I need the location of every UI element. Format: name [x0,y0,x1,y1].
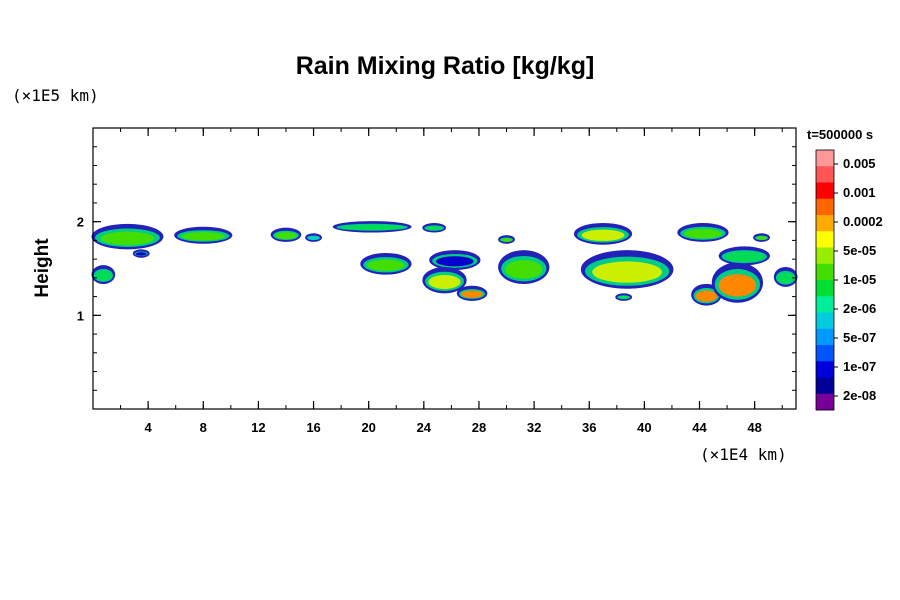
rain-region [677,222,729,242]
colorbar-swatch [816,296,834,313]
chart-title: Rain Mixing Ratio [kg/kg] [296,52,595,80]
colorbar-labels: 0.005 0.001 0.0002 5e-05 1e-05 2e-06 5e-07 1e-0… [834,156,883,403]
rain-region-core [504,260,543,279]
rain-region-core [308,236,319,240]
colorbar-label: 2e-06 [843,301,876,316]
colorbar-label: 0.001 [843,185,876,200]
rain-region-core [426,226,443,231]
rain-region [580,250,674,289]
colorbar-swatch [816,312,834,330]
rain-region [456,285,488,301]
rain-region [753,233,770,242]
rain-region [305,233,322,242]
rain-region-core [428,274,461,289]
rain-region [711,262,764,303]
colorbar-label: 5e-07 [843,330,876,345]
rain-region-core [777,273,794,284]
rain-region-core [461,290,483,298]
x-tick-label: 12 [251,420,265,435]
x-tick-label: 36 [582,420,596,435]
x-tick-label: 24 [417,420,432,435]
rain-region [422,222,447,233]
rain-region [573,222,633,245]
rain-region-core [718,274,757,297]
rain-region [174,226,233,244]
colorbar-swatch [816,345,834,362]
colorbar-swatch [816,328,834,346]
rain-region-core [581,229,625,241]
colorbar-swatch [816,166,834,183]
colorbar-label: 0.0002 [843,214,883,229]
rain-region-core [684,228,722,239]
colorbar-swatch [816,280,834,297]
rain-region-core [618,296,630,299]
colorbar-label: 1e-07 [843,359,876,374]
rain-region-core [436,256,474,267]
rain-region-core [275,232,297,239]
x-unit-label: (×1E4 km) [700,445,787,464]
rain-region [270,227,302,242]
rain-region [773,267,798,287]
y-unit-label: (×1E5 km) [12,86,99,105]
x-tick-label: 16 [306,420,320,435]
x-tick-label: 40 [637,420,651,435]
rain-region [615,293,633,301]
colorbar-label: 5e-05 [843,243,876,258]
rain-region [422,267,467,294]
colorbar-swatch [816,231,834,248]
rain-fields [91,221,798,306]
colorbar: t=500000 s 0.005 0.001 0.0002 5e-05 1e-05 2e-… [807,127,883,411]
rain-region-core [100,231,155,246]
rain-region [132,249,150,258]
x-tick-label: 48 [747,420,761,435]
rain-region-core [181,232,225,241]
colorbar-swatches [815,149,835,411]
colorbar-swatch [816,361,834,378]
y-tick-label: 2 [77,215,84,230]
rain-region-core [135,252,147,256]
colorbar-label: 1e-05 [843,272,876,287]
rain-region [718,246,770,266]
rain-region-core [367,259,405,271]
colorbar-swatch [816,150,834,167]
colorbar-label: 2e-08 [843,388,876,403]
colorbar-swatch [816,198,834,216]
x-tick-label: 44 [692,420,707,435]
colorbar-swatch [816,263,834,281]
rain-region [429,250,481,270]
rain-region-core [695,290,718,302]
y-axis-label: Height [32,238,53,298]
y-tick-label: 1 [77,308,84,323]
colorbar-swatch [816,215,834,232]
colorbar-swatch [816,377,834,395]
rain-region-core [725,252,764,262]
colorbar-swatch [816,247,834,265]
rain-region [332,221,412,233]
x-tick-label: 28 [472,420,486,435]
colorbar-label: 0.005 [843,156,876,171]
rain-region-core [756,236,767,240]
x-tick-label: 4 [145,420,153,435]
rain-region-core [501,238,512,242]
rain-region-core [592,261,663,283]
rain-region [91,265,116,285]
colorbar-swatch [816,393,834,411]
x-tick-label: 8 [200,420,207,435]
colorbar-swatch [816,182,834,200]
x-tick-label: 32 [527,420,541,435]
x-tick-label: 20 [361,420,375,435]
plot-frame [92,127,797,410]
rain-region-core [95,271,112,281]
rain-region [498,235,515,244]
time-label: t=500000 s [807,127,873,142]
rain-region-core [342,224,402,230]
rain-region [360,252,412,275]
rain-region [91,223,164,250]
rain-region [498,250,550,285]
